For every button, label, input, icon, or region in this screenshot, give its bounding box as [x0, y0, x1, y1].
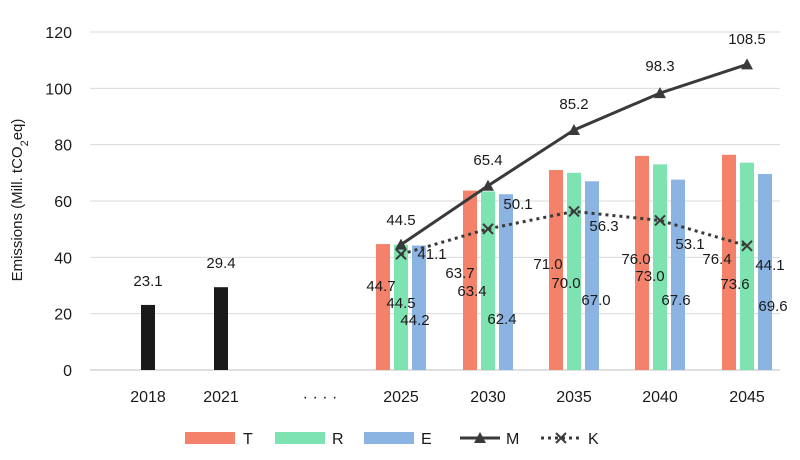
marker-m [482, 179, 494, 191]
y-axis-label: Emissions (Mill. tCO2eq) [9, 119, 31, 282]
bar-r [394, 244, 408, 370]
marker-m [395, 238, 407, 250]
bar-data-label: 67.6 [661, 292, 690, 309]
y-tick-label: 120 [45, 25, 72, 42]
bar-data-label: 76.0 [621, 251, 650, 268]
line-data-label-m: 65.4 [473, 152, 502, 169]
bar-e [758, 173, 772, 370]
line-k [400, 209, 748, 256]
line-data-label-k: 53.1 [675, 236, 704, 253]
bar-data-label: 62.4 [487, 311, 516, 328]
bars [141, 154, 772, 370]
bar-data-label: 67.0 [581, 292, 610, 309]
bar-t [722, 154, 736, 370]
bar-t [376, 244, 390, 370]
y-tick-label: 40 [54, 250, 72, 267]
bar-e [499, 194, 513, 370]
legend-item-r: R [275, 431, 344, 448]
bar-data-label: 70.0 [551, 275, 580, 292]
x-tick-label: 2018 [130, 389, 166, 406]
legend-item-e: E [364, 431, 432, 448]
x-tick-label: 2045 [729, 389, 765, 406]
bar-t [549, 170, 563, 370]
bar-data-label: 73.6 [720, 276, 749, 293]
legend-label: E [421, 431, 432, 448]
bar-data-label: 73.0 [635, 268, 664, 285]
y-tick-label: 0 [63, 363, 72, 380]
legend-label: M [506, 431, 519, 448]
legend-label: T [243, 431, 253, 448]
historical-data-label: 29.4 [206, 255, 235, 272]
legend-item-k: K [541, 431, 599, 448]
x-tick-label: · · · · [303, 389, 338, 406]
legend-label: K [588, 431, 599, 448]
x-tick-label: 2035 [556, 389, 592, 406]
y-tick-label: 60 [54, 194, 72, 211]
bar-t [635, 155, 649, 370]
y-tick-label: 80 [54, 138, 72, 155]
bar-data-label: 71.0 [533, 256, 562, 273]
legend-marker [555, 432, 567, 444]
line-data-label-k: 44.1 [755, 257, 784, 274]
data-labels: 23.1 29.4 44.7 63.7 71.0 76.0 76.4 44.5 63.4 70.0… [133, 31, 787, 329]
marker-m [654, 87, 666, 99]
line-data-label-m: 98.3 [645, 58, 674, 75]
line-data-label-k: 56.3 [589, 218, 618, 235]
bar-data-label: 63.4 [457, 283, 486, 300]
marker-k [568, 205, 580, 218]
x-tick-label: 2040 [642, 389, 678, 406]
bar-r [740, 162, 754, 370]
line-data-label-m: 108.5 [728, 31, 766, 48]
legend-label: R [332, 431, 344, 448]
x-tick-label: 2021 [203, 389, 239, 406]
marker-m [568, 124, 580, 136]
historical-bar [141, 304, 155, 370]
legend-item-t: T [185, 431, 253, 448]
historical-bar [214, 287, 228, 370]
marker-m [741, 58, 753, 70]
line-data-label-k: 41.1 [417, 246, 446, 263]
legend-marker [474, 432, 486, 443]
bar-data-label: 44.7 [366, 278, 395, 295]
legend-item-m: M [460, 431, 519, 448]
bar-e [585, 181, 599, 370]
marker-k [482, 223, 494, 235]
bar-r [481, 191, 495, 370]
line-data-label-m: 85.2 [559, 96, 588, 113]
historical-data-label: 23.1 [133, 273, 162, 290]
marker-k [654, 214, 666, 227]
bar-e [412, 245, 426, 370]
marker-k [741, 240, 753, 252]
bar-r [567, 172, 581, 370]
legend-swatch [275, 432, 325, 444]
legend-swatch [185, 432, 235, 444]
bar-data-label: 44.5 [386, 295, 415, 312]
marker-k [395, 248, 407, 260]
legend-swatch [364, 432, 414, 444]
bar-t [463, 190, 477, 370]
bar-data-label: 63.7 [445, 265, 474, 282]
y-tick-label: 20 [54, 307, 72, 324]
lines [395, 58, 753, 260]
y-tick-label: 100 [45, 81, 72, 98]
line-data-label-m: 44.5 [386, 212, 415, 229]
bar-data-label: 69.6 [758, 298, 787, 315]
line-data-label-k: 50.1 [503, 196, 532, 213]
bar-data-label: 76.4 [702, 251, 731, 268]
bar-e [671, 179, 685, 370]
bar-data-label: 44.2 [400, 312, 429, 329]
x-tick-label: 2030 [470, 389, 506, 406]
x-tick-label: 2025 [383, 389, 419, 406]
